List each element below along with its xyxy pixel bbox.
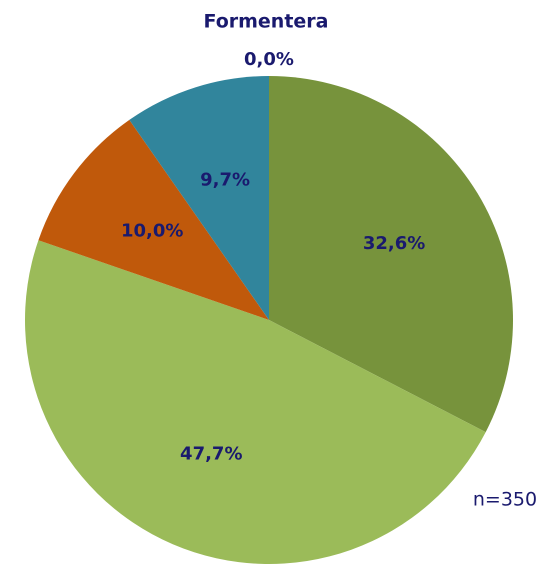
chart-title: Formentera — [203, 11, 328, 33]
data-label: 47,7% — [180, 444, 242, 465]
data-label: 0,0% — [244, 49, 294, 70]
pie-slice — [129, 76, 269, 320]
pie-slice — [269, 76, 513, 433]
data-label: 32,6% — [363, 233, 425, 254]
annotation: n=350 — [473, 489, 537, 511]
pie-slice — [25, 240, 486, 564]
pie-slice — [38, 119, 270, 320]
data-label: 9,7% — [200, 169, 250, 190]
data-label: 10,0% — [121, 221, 183, 242]
